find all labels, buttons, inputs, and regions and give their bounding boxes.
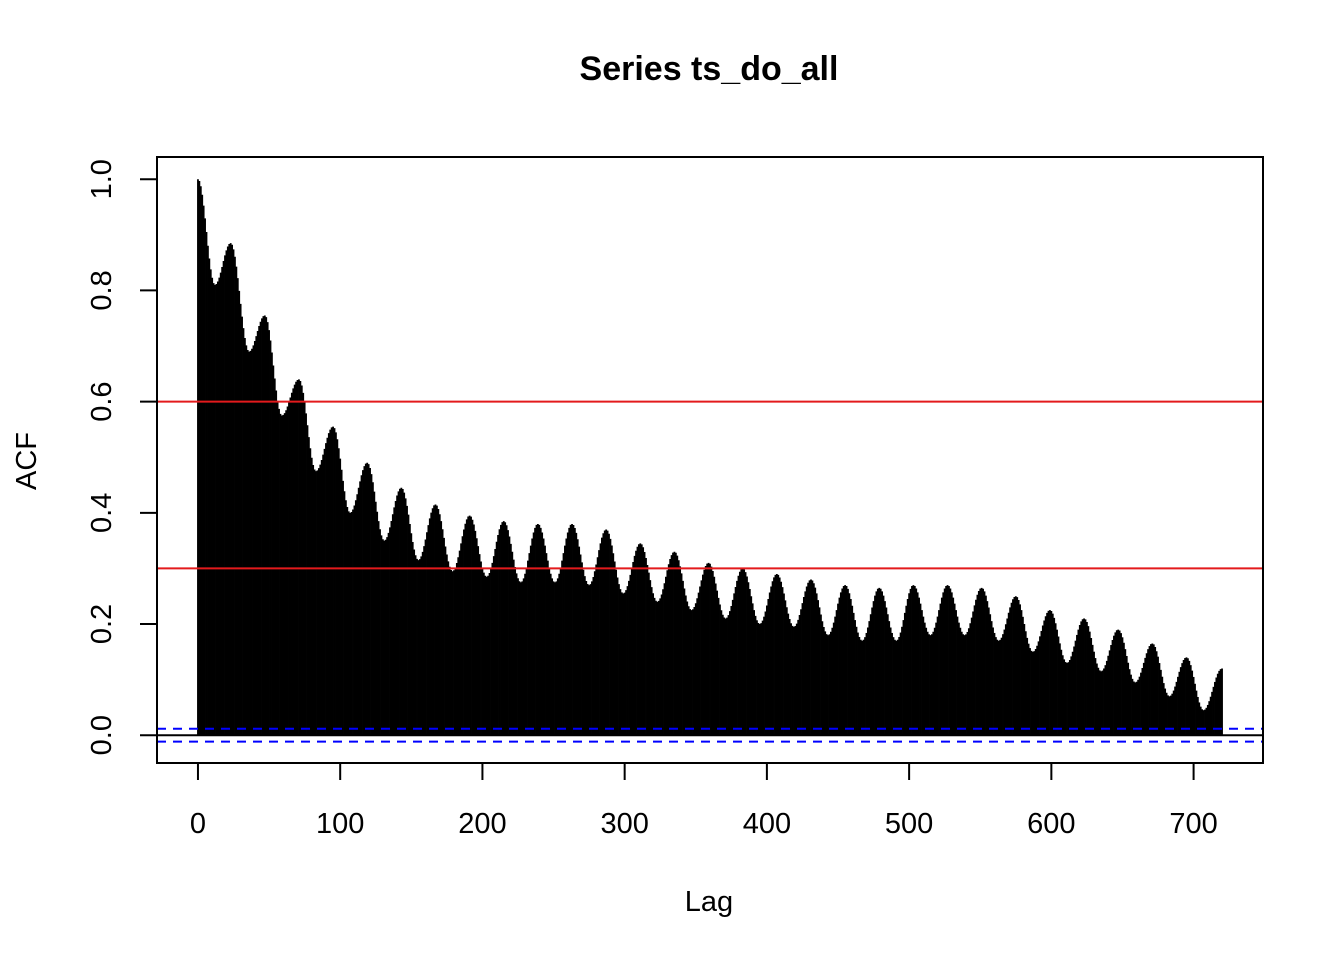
x-tick-label: 400 bbox=[743, 808, 791, 840]
x-tick-label: 500 bbox=[885, 808, 933, 840]
y-tick-label: 0.4 bbox=[86, 493, 118, 533]
x-tick-label: 100 bbox=[316, 808, 364, 840]
y-tick-label: 0.2 bbox=[86, 604, 118, 644]
plot-frame bbox=[156, 156, 1264, 764]
reference-lines bbox=[157, 400, 1263, 743]
chart-title: Series ts_do_all bbox=[580, 50, 839, 88]
y-axis-label: ACF bbox=[11, 432, 43, 490]
y-axis: 0.0 0.2 0.4 0.6 0.8 1.0 bbox=[86, 159, 158, 755]
x-axis: 0 100 200 300 400 500 600 700 bbox=[190, 762, 1218, 840]
x-tick-label: 200 bbox=[458, 808, 506, 840]
x-tick-label: 700 bbox=[1169, 808, 1217, 840]
x-tick-label: 300 bbox=[600, 808, 648, 840]
acf-bars bbox=[197, 179, 1223, 736]
y-tick-label: 0.8 bbox=[86, 270, 118, 310]
y-tick-label: 0.6 bbox=[86, 381, 118, 421]
x-tick-label: 600 bbox=[1027, 808, 1075, 840]
y-tick-label: 0.0 bbox=[86, 715, 118, 755]
x-tick-label: 0 bbox=[190, 808, 206, 840]
y-tick-label: 1.0 bbox=[86, 159, 118, 199]
x-axis-label: Lag bbox=[685, 886, 733, 918]
